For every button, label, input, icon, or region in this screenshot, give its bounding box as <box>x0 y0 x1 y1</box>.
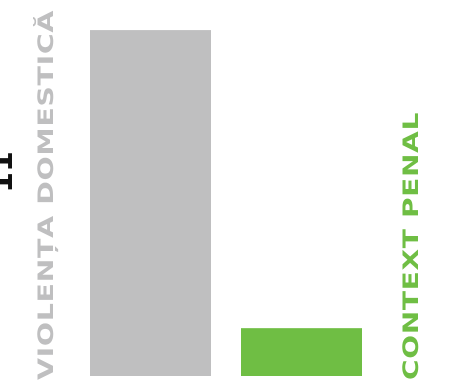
bars-group <box>90 30 362 377</box>
value-label: 11 <box>0 151 20 193</box>
bar-violenta-domestica <box>90 30 211 377</box>
category-label-context-penal: CONTEXT PENAL <box>399 112 423 380</box>
labels-group: VIOLENȚA DOMESTICĂ CONTEXT PENAL 11 <box>0 10 423 380</box>
bar-context-penal <box>241 328 362 376</box>
category-label-violenta-domestica: VIOLENȚA DOMESTICĂ <box>33 10 59 380</box>
